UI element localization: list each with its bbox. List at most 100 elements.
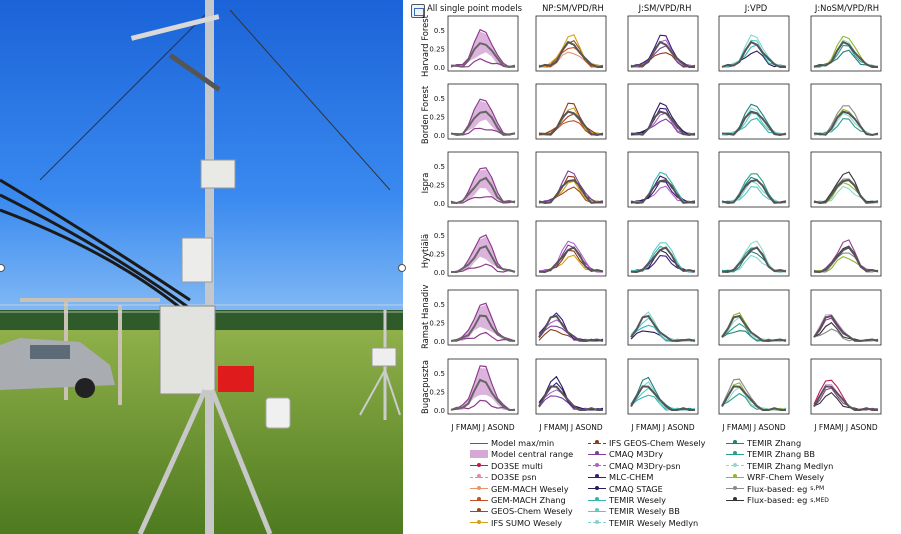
legend-swatch	[470, 474, 488, 479]
x-tick-labels: J FMAMJ J ASOND	[813, 423, 878, 432]
legend-swatch	[470, 442, 488, 444]
flux-series	[721, 179, 787, 205]
flux-series	[630, 110, 696, 137]
legend-label: CMAQ M3Dry-psn	[609, 460, 681, 471]
legend-swatch	[588, 497, 606, 501]
flux-line	[450, 176, 516, 205]
y-tick-label: 0.25	[429, 182, 445, 190]
panel-r3-c3	[718, 220, 790, 277]
flux-series	[538, 40, 603, 68]
y-tick-label: 0.5	[434, 370, 445, 378]
car	[0, 338, 115, 398]
legend-label: CMAQ STAGE	[609, 483, 663, 494]
x-tick-labels: J FMAMJ J ASOND	[721, 423, 786, 432]
legend-label: TEMIR Zhang Medlyn	[747, 460, 834, 471]
red-box	[218, 366, 254, 392]
legend-item: DO3SE multi	[470, 461, 543, 471]
legend-label: IFS SUMO Wesely	[491, 517, 563, 528]
legend-swatch	[588, 485, 606, 490]
legend-item: IFS SUMO Wesely	[470, 518, 562, 528]
panel-r5-c4	[810, 358, 882, 415]
flux-tower-photo	[0, 0, 403, 534]
max-line	[450, 365, 516, 411]
legend-label: TEMIR Wesely BB	[609, 506, 680, 517]
panel-r2-c3	[718, 151, 790, 208]
panel-r1-c2	[627, 83, 699, 140]
legend-label: GEOS-Chem Wesely	[491, 506, 573, 517]
legend-swatch	[470, 462, 488, 467]
model-series	[630, 175, 695, 204]
resize-handle-right[interactable]	[398, 264, 406, 272]
panel-r4-c1	[535, 289, 607, 346]
flux-series	[630, 314, 696, 343]
column-title-j-vpd: J:VPD	[744, 3, 768, 13]
legend-swatch	[726, 485, 744, 490]
legend-label: TEMIR Wesely Medlyn	[609, 517, 699, 528]
y-tick-label: 0.5	[434, 163, 445, 171]
legend-swatch	[588, 474, 606, 479]
legend-item: Model max/min	[470, 438, 554, 448]
legend-swatch	[470, 485, 488, 490]
flux-series	[721, 246, 787, 274]
y-tick-label: 0.5	[434, 232, 445, 240]
legend-swatch	[588, 451, 606, 456]
min-line	[450, 263, 516, 273]
legend-item: TEMIR Zhang	[726, 438, 801, 448]
legend-item: TEMIR Zhang Medlyn	[726, 461, 833, 471]
panel-r4-c3	[718, 289, 790, 346]
flux-series	[538, 246, 604, 274]
central-range	[451, 367, 515, 410]
logger-box	[159, 305, 216, 395]
y-tick-label: 0.0	[434, 407, 445, 415]
model-series	[538, 170, 603, 204]
model-series	[814, 239, 879, 273]
legend-item: Flux-based: eg s,MED	[726, 495, 829, 505]
legend-item: TEMIR Wesely BB	[588, 506, 680, 516]
panel-r3-c2	[627, 220, 699, 277]
legend-label: DO3SE multi	[491, 460, 543, 471]
legend-swatch	[726, 474, 744, 479]
panel-r4-c4	[810, 289, 882, 346]
panel-r0-c0: 0.0 0.25 0.5	[429, 15, 519, 72]
legend-item: TEMIR Zhang BB	[726, 449, 815, 459]
min-line	[451, 331, 516, 342]
model-series	[813, 171, 879, 204]
model-series	[813, 252, 879, 273]
panel-r1-c1	[535, 83, 607, 140]
legend-item: WRF-Chem Wesely	[726, 472, 824, 482]
flux-series	[721, 314, 787, 343]
field-photo	[0, 0, 403, 534]
model-series	[630, 102, 695, 136]
legend-label: TEMIR Wesely	[609, 495, 667, 505]
resize-handle-edge[interactable]	[0, 264, 5, 272]
legend-label: GEM-MACH Zhang	[491, 495, 566, 505]
flux-series	[630, 40, 695, 68]
cables	[0, 178, 196, 322]
y-tick-label: 0.0	[434, 269, 445, 277]
y-tick-label: 0.5	[434, 301, 445, 309]
legend-label: TEMIR Zhang	[747, 438, 802, 448]
panel-r1-c4	[810, 83, 882, 140]
flux-series	[630, 179, 696, 205]
flux-series	[813, 179, 879, 205]
central-range	[451, 305, 515, 341]
y-tick-label: 0.0	[434, 338, 445, 346]
legend-item: CMAQ STAGE	[588, 484, 663, 494]
legend-swatch	[726, 462, 744, 467]
flux-series	[538, 110, 604, 137]
y-tick-label: 0.25	[429, 46, 445, 54]
panel-r5-c3	[718, 358, 790, 415]
flux-line	[450, 110, 516, 137]
legend-label: MLC-CHEM	[609, 472, 654, 483]
legend-item: GEOS-Chem Wesely	[470, 506, 573, 516]
flux-series	[813, 385, 878, 411]
legend-label: IFS GEOS-Chem Wesely	[609, 438, 706, 448]
flux-line	[450, 42, 516, 69]
panel-r0-c4	[810, 15, 882, 72]
image-icon[interactable]	[411, 4, 425, 18]
panel-r0-c3	[718, 15, 790, 72]
panel-r2-c0: 0.0 0.25 0.5	[429, 151, 519, 208]
panel-r1-c0: 0.0 0.25 0.5	[429, 83, 519, 140]
column-title-all: All single point models	[427, 3, 522, 13]
model-series	[630, 34, 696, 68]
